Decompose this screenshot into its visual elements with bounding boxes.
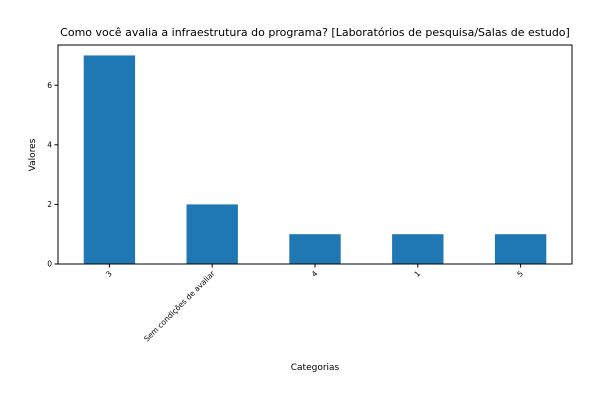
x-axis-label: Categorias	[291, 363, 340, 373]
y-tick-label: 6	[47, 81, 52, 90]
y-tick-label: 2	[47, 200, 52, 209]
bar	[289, 234, 341, 264]
bar	[392, 234, 444, 264]
bars	[83, 55, 547, 265]
x-tick-label: 1	[412, 269, 422, 279]
y-tick-label: 4	[47, 141, 52, 150]
chart-title: Como você avalia a infraestrutura do pro…	[60, 26, 570, 39]
x-tick-label: 3	[104, 269, 114, 279]
x-axis: 3 Sem condições de avaliar 4 1 5	[104, 264, 525, 343]
x-tick-label: Sem condições de avaliar	[142, 268, 217, 343]
y-axis-label: Valores	[28, 138, 38, 171]
x-tick-label: 5	[515, 269, 525, 279]
bar	[494, 234, 547, 264]
bar	[83, 55, 136, 265]
x-tick-label: 4	[310, 269, 320, 279]
y-tick-label: 0	[47, 260, 52, 269]
y-axis: 0 2 4 6	[47, 81, 58, 269]
bar	[186, 204, 238, 264]
